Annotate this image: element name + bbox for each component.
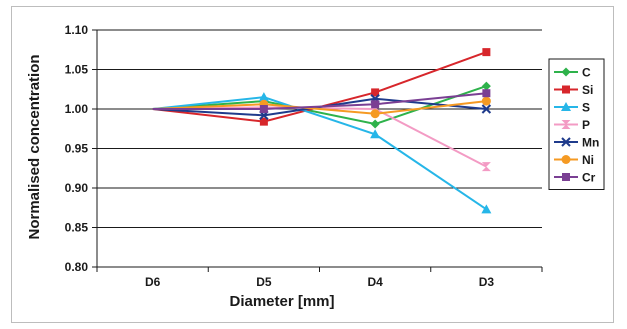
legend-marker-cr <box>562 173 570 181</box>
legend-label-cr: Cr <box>582 171 596 185</box>
y-tick-label: 0.95 <box>65 142 89 156</box>
legend-entry-p: P <box>554 118 590 132</box>
y-tick-label: 0.80 <box>65 260 89 274</box>
y-tick-label: 0.90 <box>65 181 89 195</box>
legend-label-ni: Ni <box>582 153 594 167</box>
legend-marker-s <box>561 102 571 111</box>
x-tick-labels: D6 D5 D4 D3 <box>145 275 494 289</box>
series-lines <box>152 48 492 214</box>
chart-frame: 0.80 0.85 0.90 0.95 1.00 1.05 1.10 D6 D5 D4 D3 Di… <box>11 6 614 323</box>
legend-entry-cr: Cr <box>554 171 596 185</box>
x-tick-label: D3 <box>479 275 495 289</box>
line-chart: 0.80 0.85 0.90 0.95 1.00 1.05 1.10 D6 D5 D4 D3 Di… <box>26 23 605 310</box>
legend-entry-s: S <box>554 101 590 115</box>
data-point-si <box>259 117 268 126</box>
data-point-s <box>481 204 492 214</box>
data-point-cr <box>371 100 380 109</box>
y-axis-title: Normalised concentration <box>26 54 43 239</box>
data-point-c <box>370 119 380 129</box>
data-point-p <box>481 162 491 172</box>
legend-marker-p <box>561 120 571 129</box>
legend-entry-ni: Ni <box>554 153 594 167</box>
data-point-c <box>481 81 491 91</box>
data-point-ni <box>481 96 491 106</box>
data-point-si <box>371 88 380 97</box>
data-point-si <box>482 48 491 57</box>
data-point-cr <box>259 105 268 113</box>
axes <box>92 29 543 272</box>
legend-entry-c: C <box>554 66 591 80</box>
series-line-s <box>152 96 487 211</box>
data-point-ni <box>370 109 380 119</box>
series-cr <box>152 89 491 113</box>
x-axis-title: Diameter [mm] <box>229 293 334 310</box>
legend-label-si: Si <box>582 83 593 97</box>
x-tick-label: D6 <box>145 275 161 289</box>
series-line-c <box>152 85 487 126</box>
legend-label-p: P <box>582 118 590 132</box>
series-si <box>152 48 491 126</box>
legend-label-c: C <box>582 66 591 80</box>
legend-marker-ni <box>561 155 571 164</box>
series-s <box>152 92 492 214</box>
y-tick-label: 1.00 <box>65 102 89 116</box>
legend-entry-si: Si <box>554 83 593 97</box>
legend: C Si SP Mn Ni Cr <box>548 58 605 190</box>
legend-label-s: S <box>582 101 590 115</box>
data-point-mn <box>481 104 492 114</box>
x-tick-label: D4 <box>367 275 383 289</box>
series-line-ni <box>152 100 487 115</box>
legend-marker-mn <box>561 137 571 147</box>
legend-marker-si <box>562 85 570 94</box>
x-tick-label: D5 <box>256 275 272 289</box>
y-tick-labels: 0.80 0.85 0.90 0.95 1.00 1.05 1.10 <box>65 23 89 274</box>
data-point-s <box>258 92 269 102</box>
y-tick-label: 1.10 <box>65 23 89 37</box>
y-tick-label: 0.85 <box>65 221 89 235</box>
legend-entry-mn: Mn <box>554 136 599 150</box>
legend-label-mn: Mn <box>582 136 599 150</box>
data-point-s <box>370 129 381 139</box>
data-point-cr <box>482 89 491 98</box>
legend-marker-c <box>561 67 571 77</box>
gridlines <box>97 29 542 228</box>
series-line-cr <box>152 92 487 110</box>
y-tick-label: 1.05 <box>65 63 89 77</box>
